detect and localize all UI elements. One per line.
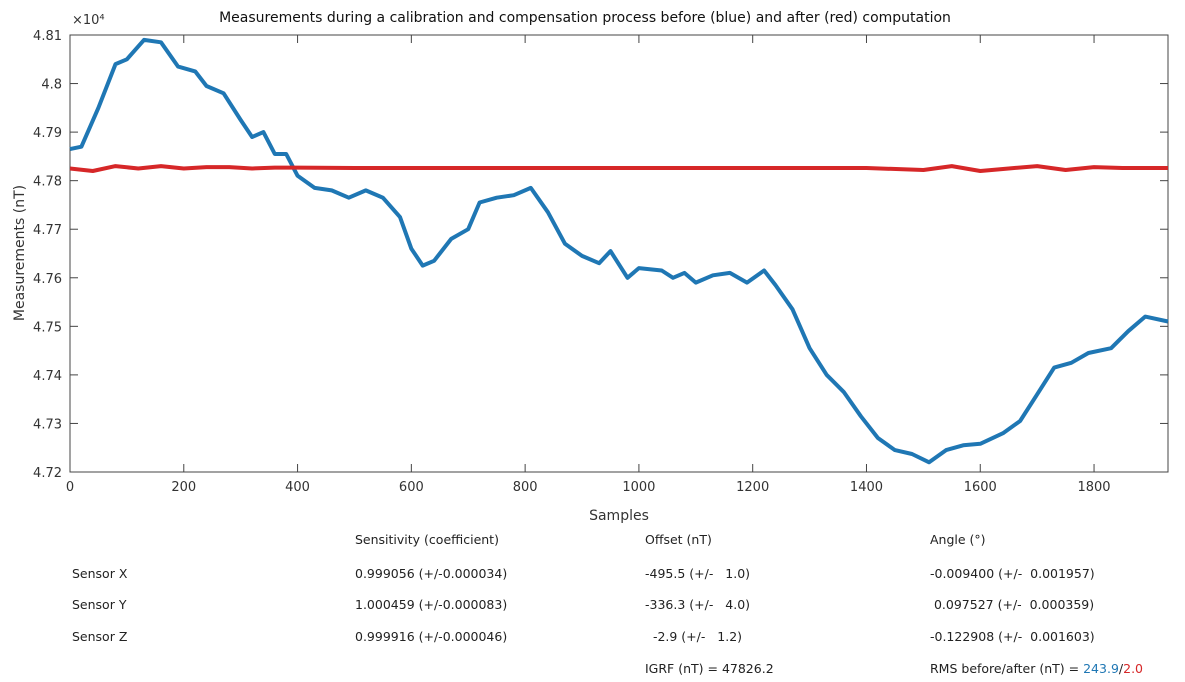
y-tick-label: 4.75 [33, 320, 62, 335]
x-tick-label: 0 [66, 480, 74, 495]
y-tick-label: 4.77 [33, 223, 62, 238]
table-cell: -336.3 (+/- 4.0) [645, 597, 751, 612]
row-label: Sensor X [72, 566, 128, 581]
y-axis-label: Measurements (nT) [12, 185, 28, 321]
y-tick-label: 4.76 [33, 272, 62, 287]
rms-before: 243.9 [1083, 661, 1119, 676]
y-tick-label: 4.79 [33, 126, 62, 141]
row-label: Sensor Y [72, 597, 127, 612]
x-tick-label: 600 [399, 480, 424, 495]
x-tick-label: 800 [513, 480, 538, 495]
x-tick-label: 400 [285, 480, 310, 495]
chart-title: Measurements during a calibration and co… [219, 10, 951, 26]
data-line [69, 37, 1169, 465]
rms: RMS before/after (nT) = 243.9/2.0 [930, 661, 1143, 676]
table-cell: 0.999056 (+/-0.000034) [355, 566, 508, 581]
x-tick-label: 200 [171, 480, 196, 495]
x-tick-label: 1400 [850, 480, 883, 495]
rms-label: RMS before/after (nT) = [930, 661, 1084, 676]
table-cell: -0.009400 (+/- 0.001957) [930, 566, 1095, 581]
chart: Measurements during a calibration and co… [12, 10, 1169, 524]
rms-sep: / [1118, 661, 1124, 676]
data-line [69, 164, 1168, 173]
x-tick-label: 1800 [1077, 480, 1110, 495]
y-multiplier: ×10⁴ [72, 13, 105, 28]
y-tick-label: 4.78 [33, 175, 62, 190]
x-tick-label: 1600 [964, 480, 997, 495]
y-tick-label: 4.73 [33, 417, 62, 432]
col-header: Angle (°) [930, 532, 986, 547]
table-cell: 0.999916 (+/-0.000046) [355, 629, 508, 644]
y-tick-label: 4.8 [41, 78, 62, 93]
x-tick-label: 1200 [736, 480, 769, 495]
table-cell: -495.5 (+/- 1.0) [645, 566, 751, 581]
table-cell: 1.000459 (+/-0.000083) [355, 597, 508, 612]
y-tick-label: 4.81 [33, 29, 62, 44]
y-tick-label: 4.72 [33, 466, 62, 481]
col-header: Offset (nT) [645, 532, 712, 547]
table-cell: -2.9 (+/- 1.2) [645, 629, 743, 644]
x-axis-label: Samples [589, 508, 649, 524]
axes-box [69, 34, 1169, 473]
rms-after: 2.0 [1123, 661, 1144, 676]
row-label: Sensor Z [72, 629, 128, 644]
igrf: IGRF (nT) = 47826.2 [645, 661, 774, 676]
y-tick-label: 4.74 [33, 369, 62, 384]
table-cell: -0.122908 (+/- 0.001603) [930, 629, 1095, 644]
table-cell: 0.097527 (+/- 0.000359) [930, 597, 1095, 612]
col-header: Sensitivity (coefficient) [355, 532, 499, 547]
x-tick-label: 1000 [622, 480, 655, 495]
